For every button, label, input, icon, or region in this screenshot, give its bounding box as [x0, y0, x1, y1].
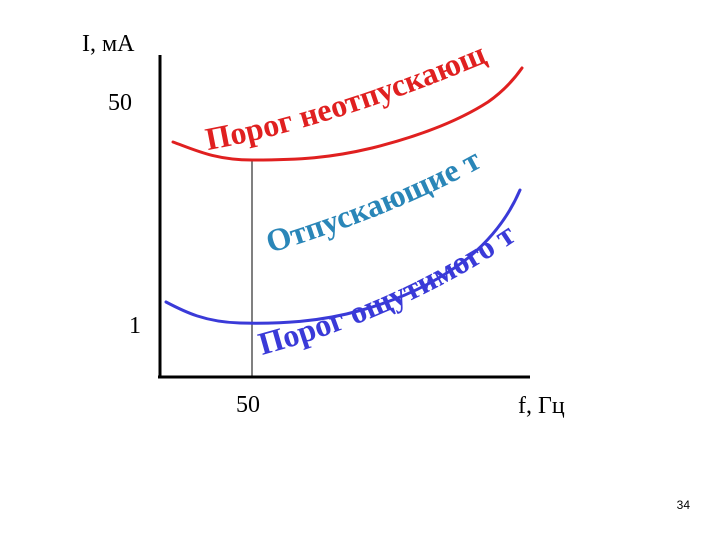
y-tick-label: 50 — [108, 90, 132, 116]
page-number: 34 — [676, 498, 690, 512]
series-line-upper — [171, 66, 524, 162]
y-tick-label: 1 — [129, 313, 141, 339]
y-axis-label: I, мА — [82, 31, 135, 57]
series-line-lower — [164, 188, 522, 325]
x-tick-label: 50 — [236, 392, 260, 418]
x-axis-label: f, Гц — [518, 393, 565, 419]
